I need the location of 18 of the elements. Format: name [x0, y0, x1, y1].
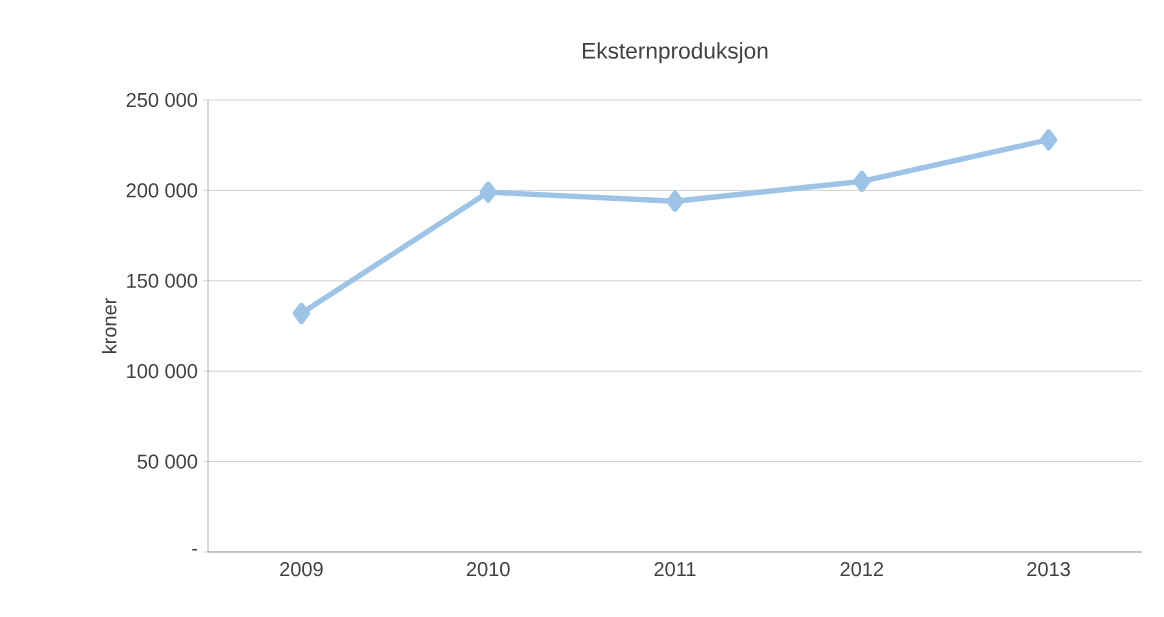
x-tick-label: 2009 [280, 562, 323, 577]
y-tick-label: 200 000 [126, 183, 198, 198]
x-tick-label: 2013 [1027, 562, 1070, 577]
x-tick-label: 2011 [654, 562, 696, 577]
point [479, 181, 497, 203]
x-tick-label: 2010 [466, 562, 510, 577]
y-axis-title: kroner [101, 298, 117, 353]
y-tick-label: 100 000 [127, 364, 198, 379]
y-tick-label: 50 000 [137, 454, 198, 469]
y-tick-label: - [192, 548, 198, 551]
point [1039, 129, 1058, 151]
y-tick-label: 250 000 [126, 92, 198, 108]
point [292, 302, 311, 324]
point [666, 190, 684, 212]
x-tick-label: 2012 [840, 562, 884, 577]
chart-title: Eksternproduksjon [583, 42, 768, 64]
y-tick-label: 150 000 [127, 273, 198, 288]
point [853, 170, 871, 193]
